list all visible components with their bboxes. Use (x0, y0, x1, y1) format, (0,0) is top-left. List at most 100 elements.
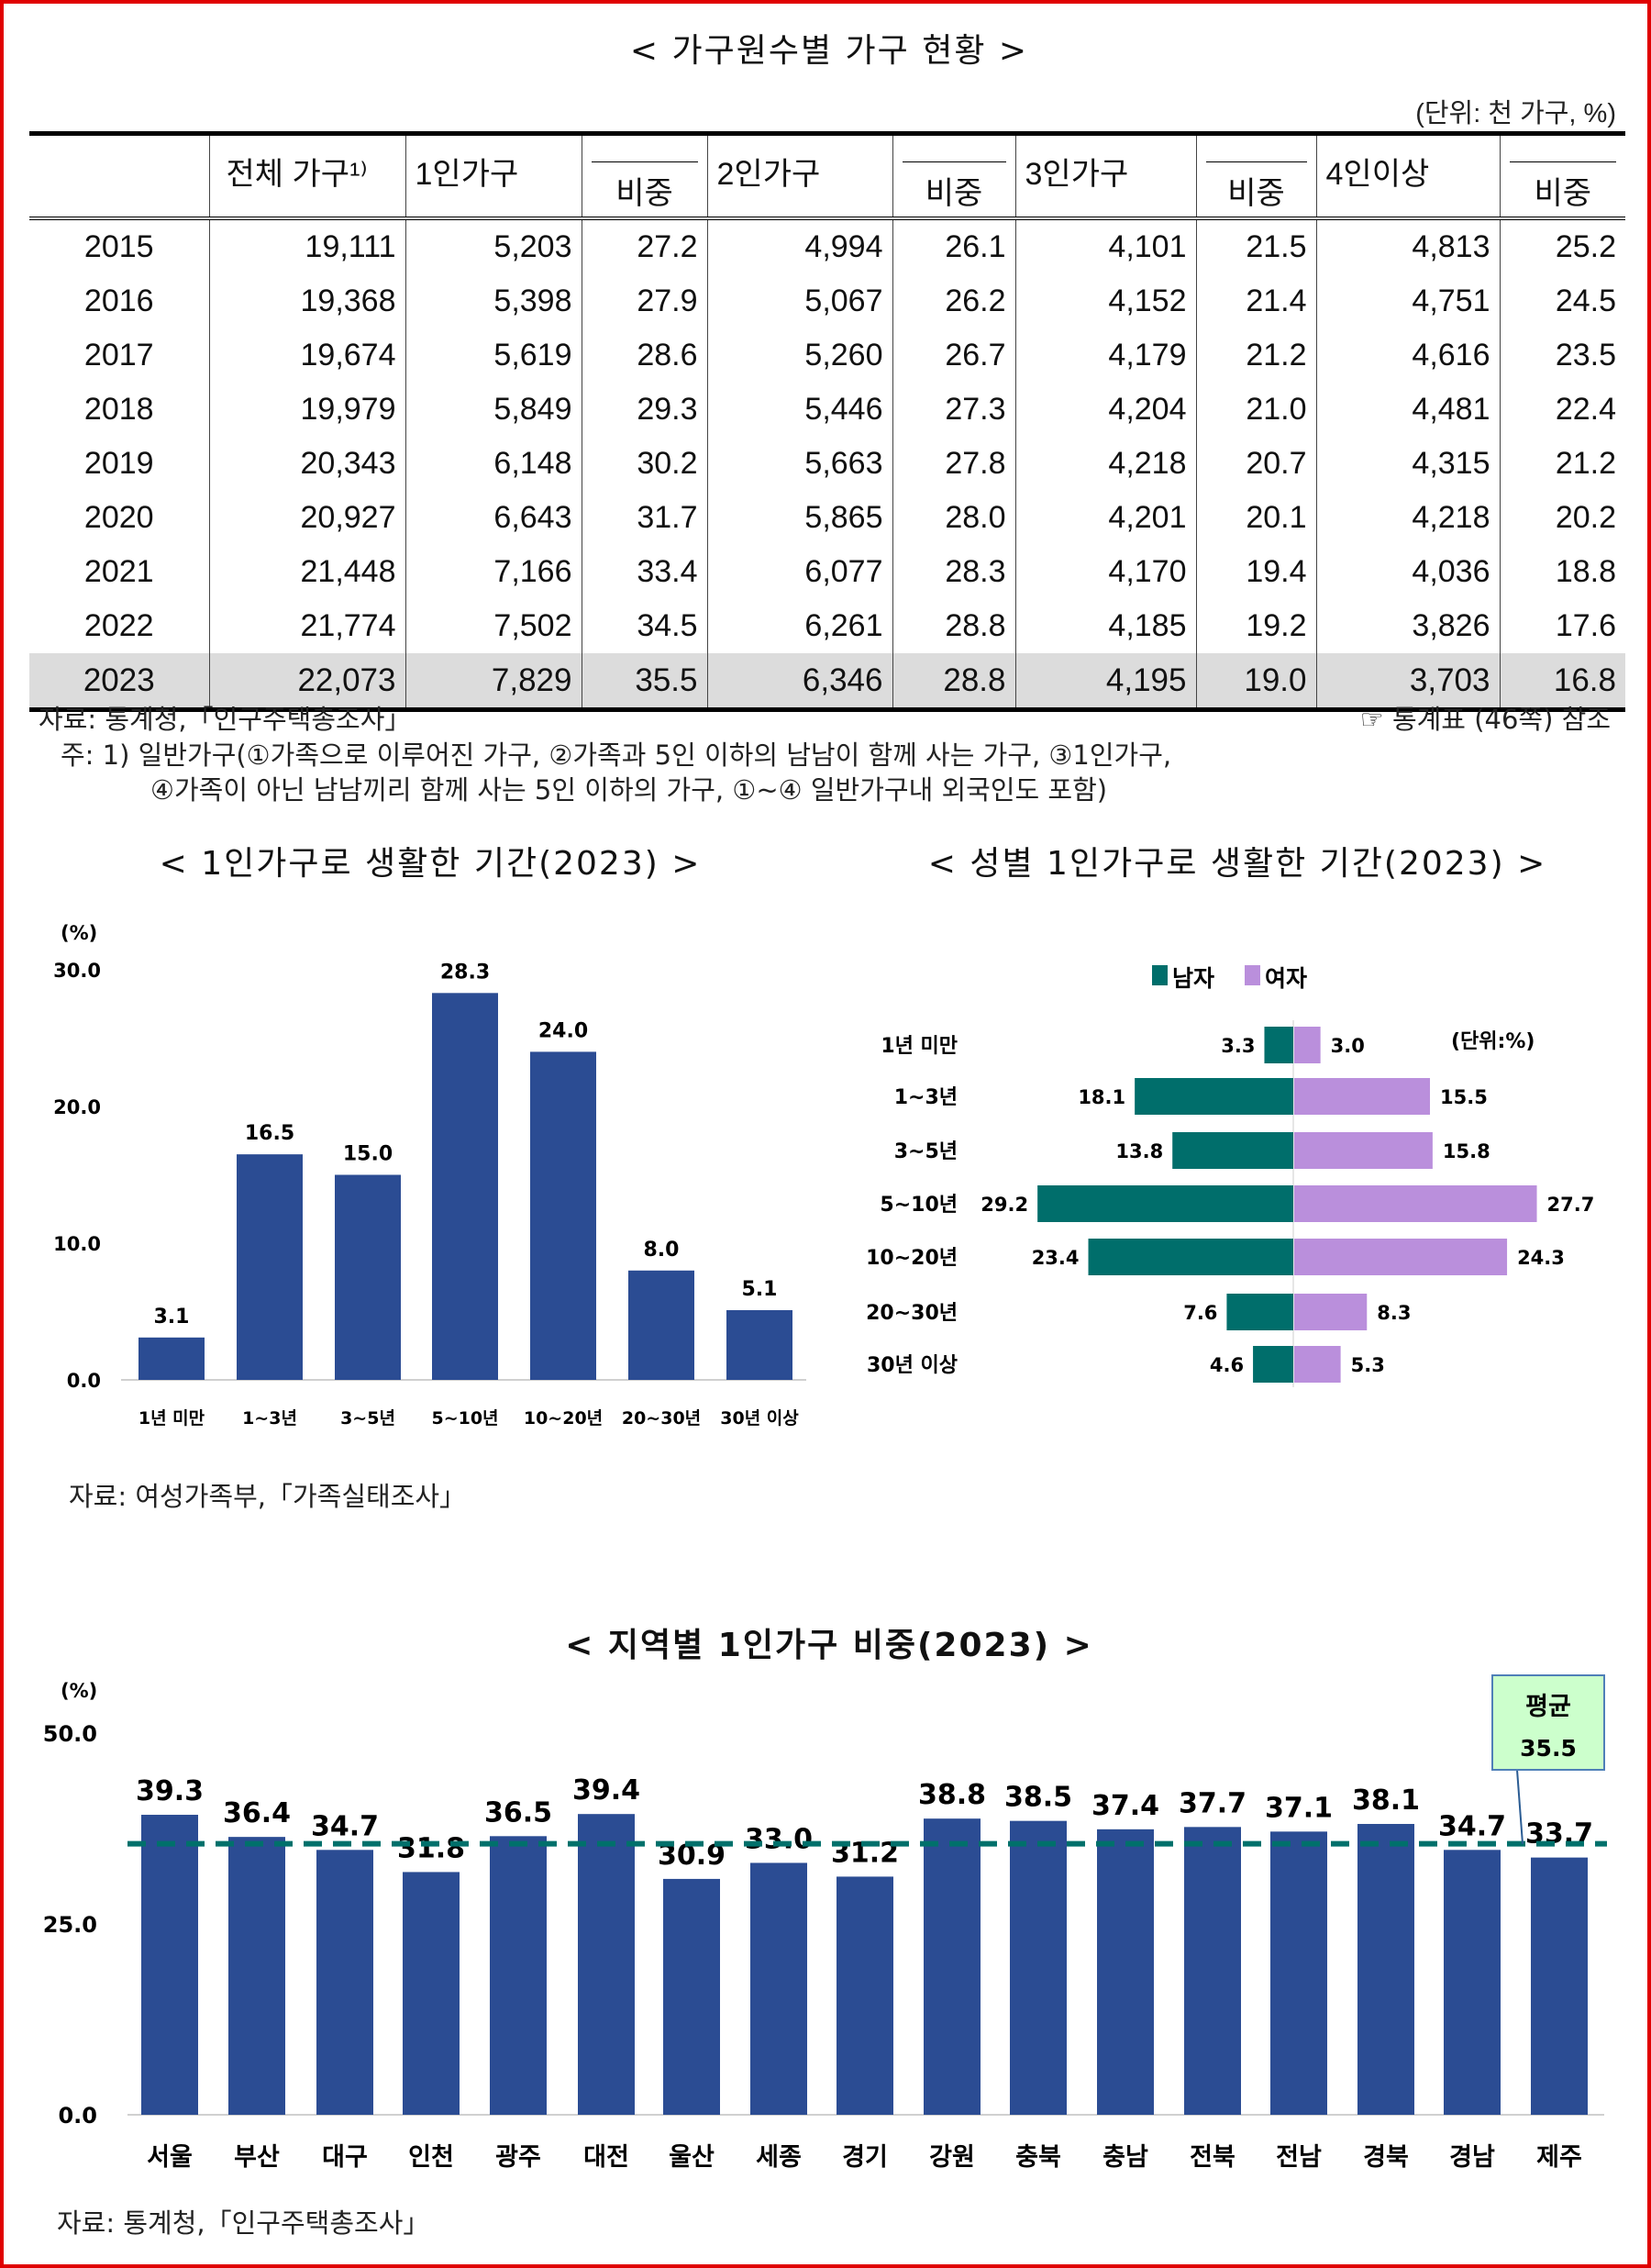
chart1-data-label: 5.1 (742, 1278, 778, 1301)
chart3-bar (1444, 1850, 1501, 2115)
chart1-xtick: 30년 이상 (720, 1408, 799, 1429)
table-cell: 5,398 (404, 274, 582, 328)
chart2-bar-male (1253, 1346, 1293, 1383)
table-cell: 5,865 (706, 491, 892, 545)
table-cell: 23.5 (1499, 328, 1625, 383)
chart1-bar (335, 1174, 401, 1380)
chart3-bar (141, 1815, 198, 2115)
chart2-title: < 성별 1인가구로 생활한 기간(2023) > (927, 845, 1547, 883)
table-cell: 2017 (83, 338, 154, 372)
chart2-bar-male (1135, 1078, 1293, 1115)
table-cell: 4,315 (1315, 437, 1500, 491)
header-share: 비중 (1499, 133, 1625, 220)
table-row: 2017 19,674 5,619 28.6 5,260 26.7 4,179 21.2 4,6… (29, 328, 1625, 383)
table-cell: 20,927 (208, 491, 405, 545)
chart2-category: 30년 이상 (867, 1354, 958, 1377)
table-cell: 21,774 (208, 599, 405, 653)
chart1-data-label: 16.5 (245, 1122, 294, 1145)
chart3-bar (837, 1876, 893, 2115)
chart3-data-label: 31.8 (397, 1832, 465, 1864)
chart1-xtick: 1~3년 (242, 1408, 297, 1429)
chart3-bar (1357, 1824, 1414, 2115)
table-cell: 33.4 (581, 545, 707, 599)
table-note-2: ④가족이 아닌 남남끼리 함께 사는 5인 이하의 가구, ①~④ 일반가구내 … (150, 774, 1108, 806)
chart1-ytick: 30.0 (53, 960, 101, 982)
table-cell: 4,813 (1315, 218, 1500, 274)
chart1-xtick: 10~20년 (524, 1408, 603, 1429)
chart3-bar (403, 1872, 460, 2115)
header-cell: 전체 가구¹⁾ (208, 133, 405, 220)
chart2-category: 20~30년 (866, 1302, 958, 1325)
table-cell: 20.7 (1195, 437, 1316, 491)
header-share: 비중 (581, 133, 707, 220)
table-title: < 가구원수별 가구 현황 > (629, 32, 1029, 70)
chart3-title: < 지역별 1인가구 비중(2023) > (565, 1627, 1093, 1664)
chart2-label-male: 18.1 (1078, 1086, 1125, 1108)
table-cell: 6,643 (404, 491, 582, 545)
table-cell: 4,185 (1014, 599, 1196, 653)
table-cell: 5,849 (404, 383, 582, 437)
chart3-data-label: 36.4 (223, 1797, 291, 1829)
chart1-xtick: 1년 미만 (139, 1408, 205, 1429)
household-table: 전체 가구¹⁾ 1인가구 비중 2인가구 비중 3인가구 비중 4인이상 비중 2015 19,11… (29, 131, 1625, 712)
table-cell: 21.0 (1195, 383, 1316, 437)
header-cell: 1인가구 (404, 133, 582, 220)
table-cell: 35.5 (581, 653, 707, 710)
chart1-bar (530, 1051, 596, 1380)
table-row: 2020 20,927 6,643 31.7 5,865 28.0 4,201 20.1 4,2… (29, 491, 1625, 545)
table-cell: 19.0 (1195, 653, 1316, 710)
table-cell: 5,260 (706, 328, 892, 383)
table-cell: 20.1 (1195, 491, 1316, 545)
table-cell: 4,036 (1315, 545, 1500, 599)
chart3-data-label: 34.7 (1438, 1810, 1506, 1842)
chart2-category: 3~5년 (894, 1140, 958, 1163)
table-cell: 28.0 (892, 491, 1015, 545)
table-reference: ☞ 통계표 (46쪽) 참조 (1359, 704, 1611, 735)
chart3-xtick: 경기 (842, 2143, 888, 2172)
chart3-data-label: 38.1 (1352, 1784, 1420, 1817)
chart2-label-female: 8.3 (1377, 1302, 1411, 1324)
table-cell: 5,663 (706, 437, 892, 491)
header-share: 비중 (1195, 133, 1316, 220)
table-cell: 5,203 (404, 218, 582, 274)
table-cell: 4,481 (1315, 383, 1500, 437)
chart1-bar (432, 993, 498, 1380)
table-cell: 19.4 (1195, 545, 1316, 599)
chart1-source: 자료: 여성가족부,「가족실태조사」 (69, 1481, 467, 1512)
table-cell: 21,448 (208, 545, 405, 599)
chart2-label-male: 7.6 (1183, 1302, 1217, 1324)
table-cell: 18.8 (1499, 545, 1625, 599)
table-cell: 6,077 (706, 545, 892, 599)
table-cell: 2015 (83, 229, 154, 264)
table-cell: 26.2 (892, 274, 1015, 328)
chart3-ylabel: (%) (61, 1680, 97, 1702)
chart2-bar-female (1294, 1294, 1368, 1330)
chart2-bar-male (1088, 1239, 1293, 1275)
table-cell: 2022 (83, 608, 154, 643)
chart3-data-label: 38.5 (1004, 1782, 1072, 1814)
table-cell: 4,101 (1014, 218, 1196, 274)
chart3-xtick: 세종 (756, 2143, 802, 2172)
chart1-xtick: 5~10년 (431, 1408, 498, 1429)
table-cell: 2019 (83, 446, 154, 481)
table-row: 2022 21,774 7,502 34.5 6,261 28.8 4,185 19.2 3,8… (29, 599, 1625, 653)
table-cell: 21.5 (1195, 218, 1316, 274)
table-cell: 28.3 (892, 545, 1015, 599)
chart2-bar-male (1172, 1132, 1293, 1169)
chart2-label-female: 15.5 (1440, 1086, 1488, 1108)
chart2-category: 5~10년 (880, 1194, 958, 1217)
chart1-bar (726, 1310, 792, 1380)
chart3-bar (316, 1850, 373, 2115)
chart2-bar-male (1226, 1294, 1293, 1330)
chart3-xtick: 전남 (1276, 2143, 1322, 2172)
table-cell: 27.3 (892, 383, 1015, 437)
table-cell: 4,195 (1014, 653, 1196, 710)
average-callout-label: 평균 (1525, 1693, 1571, 1721)
table-cell: 6,261 (706, 599, 892, 653)
chart1-data-label: 8.0 (644, 1239, 680, 1262)
chart2-category: 1년 미만 (881, 1035, 958, 1058)
table-row: 2015 19,111 5,203 27.2 4,994 26.1 4,101 21.5 4,8… (29, 218, 1625, 274)
table-cell: 22.4 (1499, 383, 1625, 437)
table-cell: 30.2 (581, 437, 707, 491)
table-cell: 26.1 (892, 218, 1015, 274)
